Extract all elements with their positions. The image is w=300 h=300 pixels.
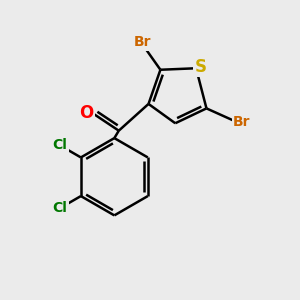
Text: S: S <box>194 58 206 76</box>
Text: Br: Br <box>134 35 151 50</box>
Text: O: O <box>80 104 94 122</box>
Text: Cl: Cl <box>52 138 68 152</box>
Text: Cl: Cl <box>52 201 68 215</box>
Text: Br: Br <box>233 115 250 129</box>
